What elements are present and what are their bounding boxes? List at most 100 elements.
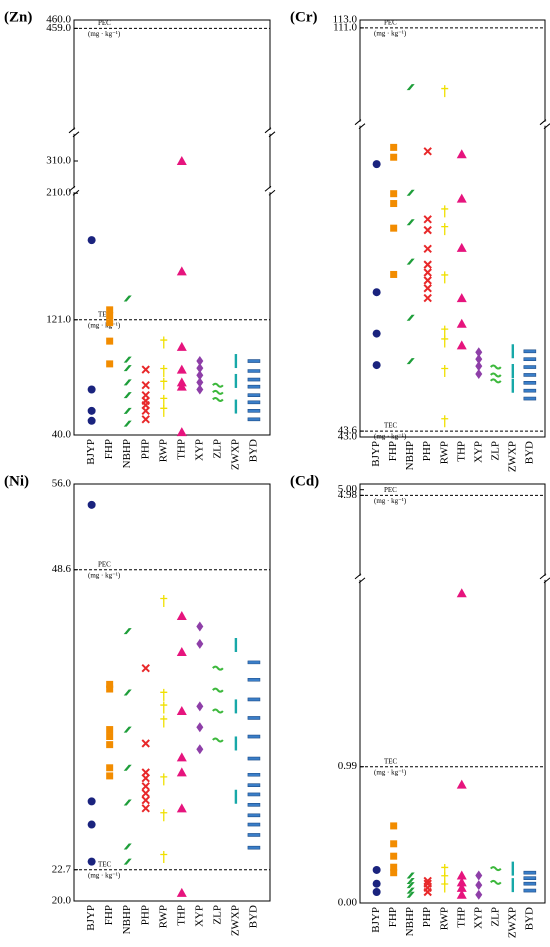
point [87, 820, 96, 829]
point [106, 312, 114, 320]
point [441, 415, 449, 428]
reference-unit: (mg · kg⁻¹) [374, 433, 407, 441]
y-tick-label: 113.0 [333, 14, 358, 26]
point [511, 363, 515, 378]
point [106, 764, 114, 772]
point [212, 382, 224, 388]
point [87, 236, 96, 245]
point [523, 888, 537, 893]
point [160, 377, 168, 390]
point [212, 396, 224, 402]
point [390, 270, 398, 278]
point [247, 697, 261, 702]
point [123, 764, 132, 771]
y-tick-label: 460.0 [46, 14, 71, 26]
point [234, 638, 238, 653]
point [456, 877, 467, 887]
point [247, 803, 261, 807]
axis-break [264, 127, 276, 138]
point [511, 861, 515, 876]
x-tick-label: ZWXP [506, 907, 518, 938]
x-tick-label: PHP [139, 905, 151, 925]
point [523, 373, 537, 377]
point [372, 361, 381, 370]
point [456, 242, 467, 252]
point [196, 701, 204, 712]
point [247, 734, 261, 739]
point [247, 772, 261, 777]
point [141, 406, 150, 416]
plot-frame [359, 483, 546, 904]
y-tick-label: 20.0 [52, 895, 72, 907]
axis-break-gap [540, 575, 550, 580]
y-tick-label: 4.98 [338, 489, 358, 501]
point [196, 621, 204, 632]
point [456, 318, 467, 328]
axis-break [354, 573, 366, 584]
point [441, 205, 449, 218]
point [423, 284, 432, 293]
point [423, 887, 432, 897]
point [490, 364, 502, 370]
axis-break [264, 185, 276, 196]
point [523, 365, 537, 369]
panel-title: (Cd) [290, 473, 319, 489]
point [247, 369, 261, 373]
point [141, 415, 150, 424]
point [106, 733, 114, 741]
point [160, 715, 168, 728]
point [423, 293, 432, 303]
point [123, 628, 132, 635]
point [247, 377, 261, 382]
x-tick-label: NBHP [404, 907, 416, 936]
point [390, 224, 398, 232]
reference-label: PEC [384, 19, 397, 27]
reference-label: PEC [98, 19, 111, 27]
x-tick-label: ZWXP [506, 441, 518, 472]
point [247, 417, 261, 422]
point [372, 160, 381, 169]
point [372, 887, 381, 896]
x-tick-label: PHP [139, 439, 151, 459]
panel: (Ni) 20.0 22.7 48.6 56.0 PEC (mg · kg⁻¹) TEC (mg… [4, 473, 271, 936]
point [196, 384, 204, 395]
x-tick-label: XYP [193, 905, 205, 927]
x-tick-label: THP [175, 905, 187, 926]
point [176, 646, 187, 656]
point [176, 706, 187, 716]
point [123, 379, 132, 386]
axis-break-gap [265, 129, 275, 134]
point [441, 364, 449, 377]
x-tick-label: THP [175, 439, 187, 460]
panel-title: (Cr) [290, 9, 317, 25]
point [490, 372, 502, 378]
point [160, 773, 168, 786]
point [123, 689, 132, 696]
point [475, 361, 483, 372]
point [212, 708, 224, 714]
point [141, 782, 150, 791]
point [247, 845, 261, 850]
point [234, 373, 238, 388]
point [176, 341, 187, 351]
point [141, 663, 150, 673]
x-tick-label: RWP [438, 907, 450, 930]
y-tick-label: 310.0 [46, 155, 71, 167]
point [423, 876, 432, 886]
point [160, 336, 168, 349]
y-tick-label: 43.0 [338, 431, 358, 443]
point [406, 887, 415, 894]
axis-break-gap [540, 121, 550, 126]
reference-unit: (mg · kg⁻¹) [88, 30, 121, 38]
point [523, 881, 537, 886]
y-tick-label: 0.99 [338, 760, 358, 772]
point [390, 200, 398, 208]
axis-break-gap [355, 575, 365, 580]
point [406, 189, 415, 196]
x-tick-label: FHP [387, 907, 399, 927]
point [390, 840, 398, 848]
reference-unit: (mg · kg⁻¹) [88, 571, 121, 579]
point [490, 378, 502, 384]
x-tick-label: ZLP [211, 439, 223, 459]
point [247, 813, 261, 818]
